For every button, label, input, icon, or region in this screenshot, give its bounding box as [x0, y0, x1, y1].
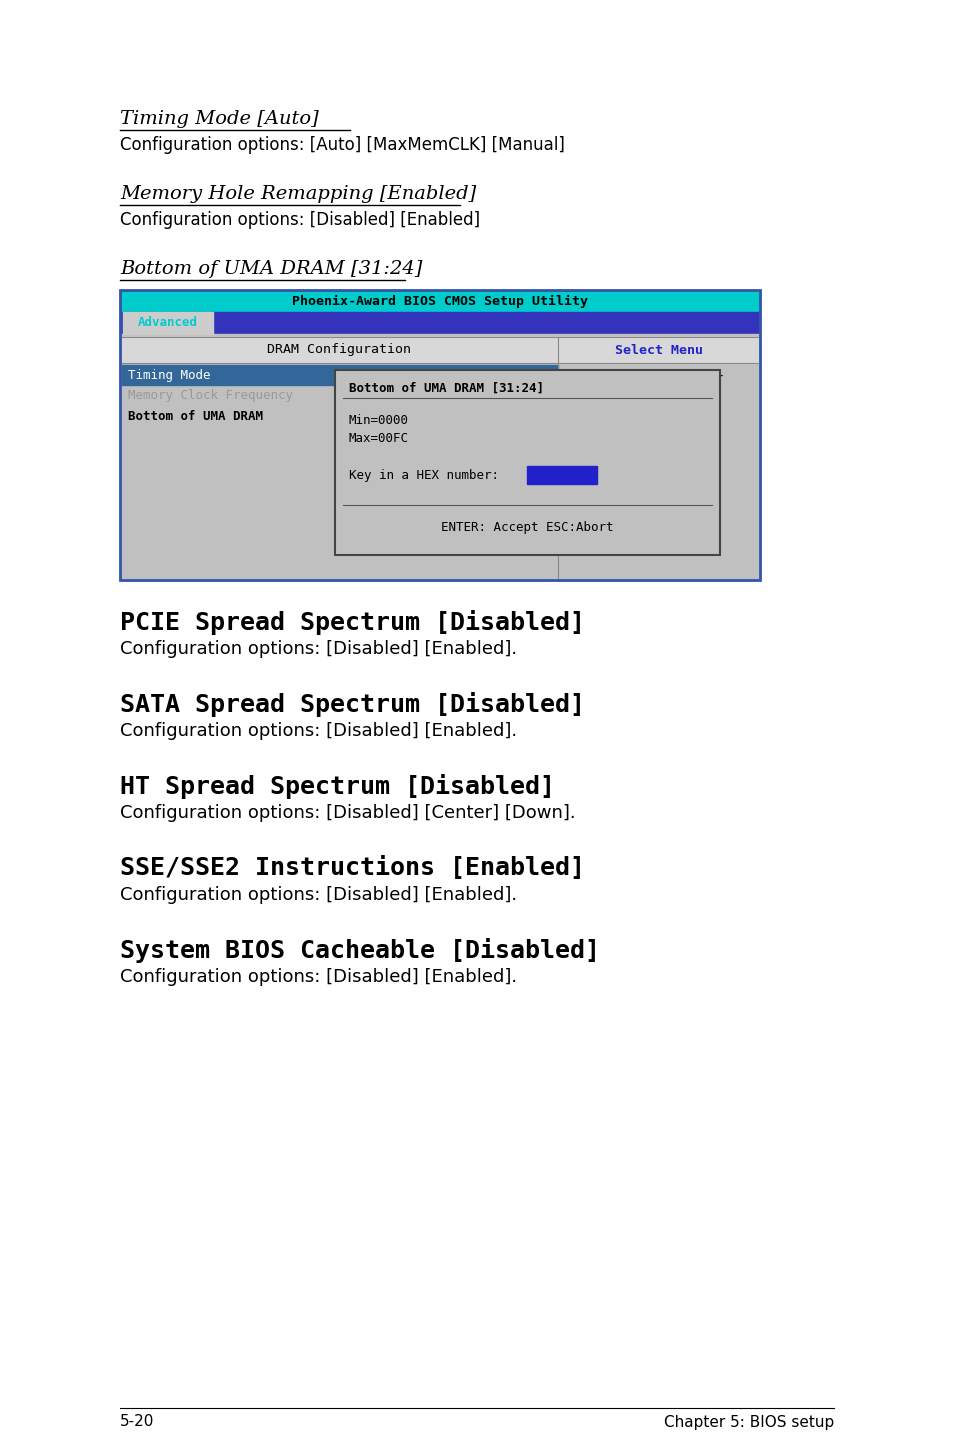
Text: Configuration options: [Disabled] [Enabled].: Configuration options: [Disabled] [Enabl… [120, 886, 517, 905]
Text: Phoenix-Award BIOS CMOS Setup Utility: Phoenix-Award BIOS CMOS Setup Utility [292, 295, 587, 308]
Text: [Auto]: [Auto] [565, 368, 610, 381]
Text: Configuration options: [Auto] [MaxMemCLK] [Manual]: Configuration options: [Auto] [MaxMemCLK… [120, 137, 564, 154]
Bar [335, 370, 720, 555]
Text: Bottom of UMA DRAM: Bottom of UMA DRAM [128, 410, 263, 424]
Text: 5-20: 5-20 [120, 1415, 154, 1429]
Bar [120, 290, 760, 312]
Text: Key in a HEX number:: Key in a HEX number: [349, 469, 498, 482]
Text: HT Spread Spectrum [Disabled]: HT Spread Spectrum [Disabled] [120, 774, 555, 800]
Bar [120, 290, 760, 580]
Bar [526, 466, 597, 485]
Text: SATA Spread Spectrum [Disabled]: SATA Spread Spectrum [Disabled] [120, 692, 584, 718]
Bar [122, 336, 758, 362]
Text: Configuration options: [Disabled] [Enabled].: Configuration options: [Disabled] [Enabl… [120, 968, 517, 986]
Text: Configuration options: [Disabled] [Enabled].: Configuration options: [Disabled] [Enabl… [120, 722, 517, 741]
Bar [122, 365, 558, 385]
Bar [120, 334, 760, 580]
Text: Timing Mode: Timing Mode [128, 368, 211, 381]
Text: Configuration options: [Disabled] [Enabled].: Configuration options: [Disabled] [Enabl… [120, 640, 517, 659]
Text: Bottom of UMA DRAM [31:24]: Bottom of UMA DRAM [31:24] [349, 381, 543, 394]
Text: Memory Hole Remapping [Enabled]: Memory Hole Remapping [Enabled] [120, 186, 476, 203]
Text: Select Menu: Select Menu [615, 344, 702, 357]
Text: Bottom of UMA DRAM [31:24]: Bottom of UMA DRAM [31:24] [120, 260, 422, 278]
Text: SSE/SSE2 Instructions [Enabled]: SSE/SSE2 Instructions [Enabled] [120, 856, 584, 880]
Text: ENTER: Accept ESC:Abort: ENTER: Accept ESC:Abort [441, 522, 613, 535]
Text: Chapter 5: BIOS setup: Chapter 5: BIOS setup [663, 1415, 833, 1429]
Text: Auto: Auto [565, 390, 596, 403]
Text: Memory Clock Frequency: Memory Clock Frequency [128, 390, 293, 403]
Text: DRAM Configuration: DRAM Configuration [267, 344, 411, 357]
Text: Min=0000: Min=0000 [349, 414, 409, 427]
Text: PCIE Spread Spectrum [Disabled]: PCIE Spread Spectrum [Disabled] [120, 610, 584, 636]
Text: Configuration options: [Disabled] [Center] [Down].: Configuration options: [Disabled] [Cente… [120, 804, 575, 823]
Text: Max=00FC: Max=00FC [349, 431, 409, 444]
Bar [120, 312, 760, 334]
Text: Configuration options: [Disabled] [Enabled]: Configuration options: [Disabled] [Enabl… [120, 211, 479, 229]
Text: System BIOS Cacheable [Disabled]: System BIOS Cacheable [Disabled] [120, 938, 599, 963]
Bar [123, 312, 213, 334]
Text: Timing Mode [Auto]: Timing Mode [Auto] [120, 109, 318, 128]
Text: Item Specific Help►►►: Item Specific Help►►► [565, 368, 722, 381]
Text: Advanced: Advanced [138, 316, 198, 329]
